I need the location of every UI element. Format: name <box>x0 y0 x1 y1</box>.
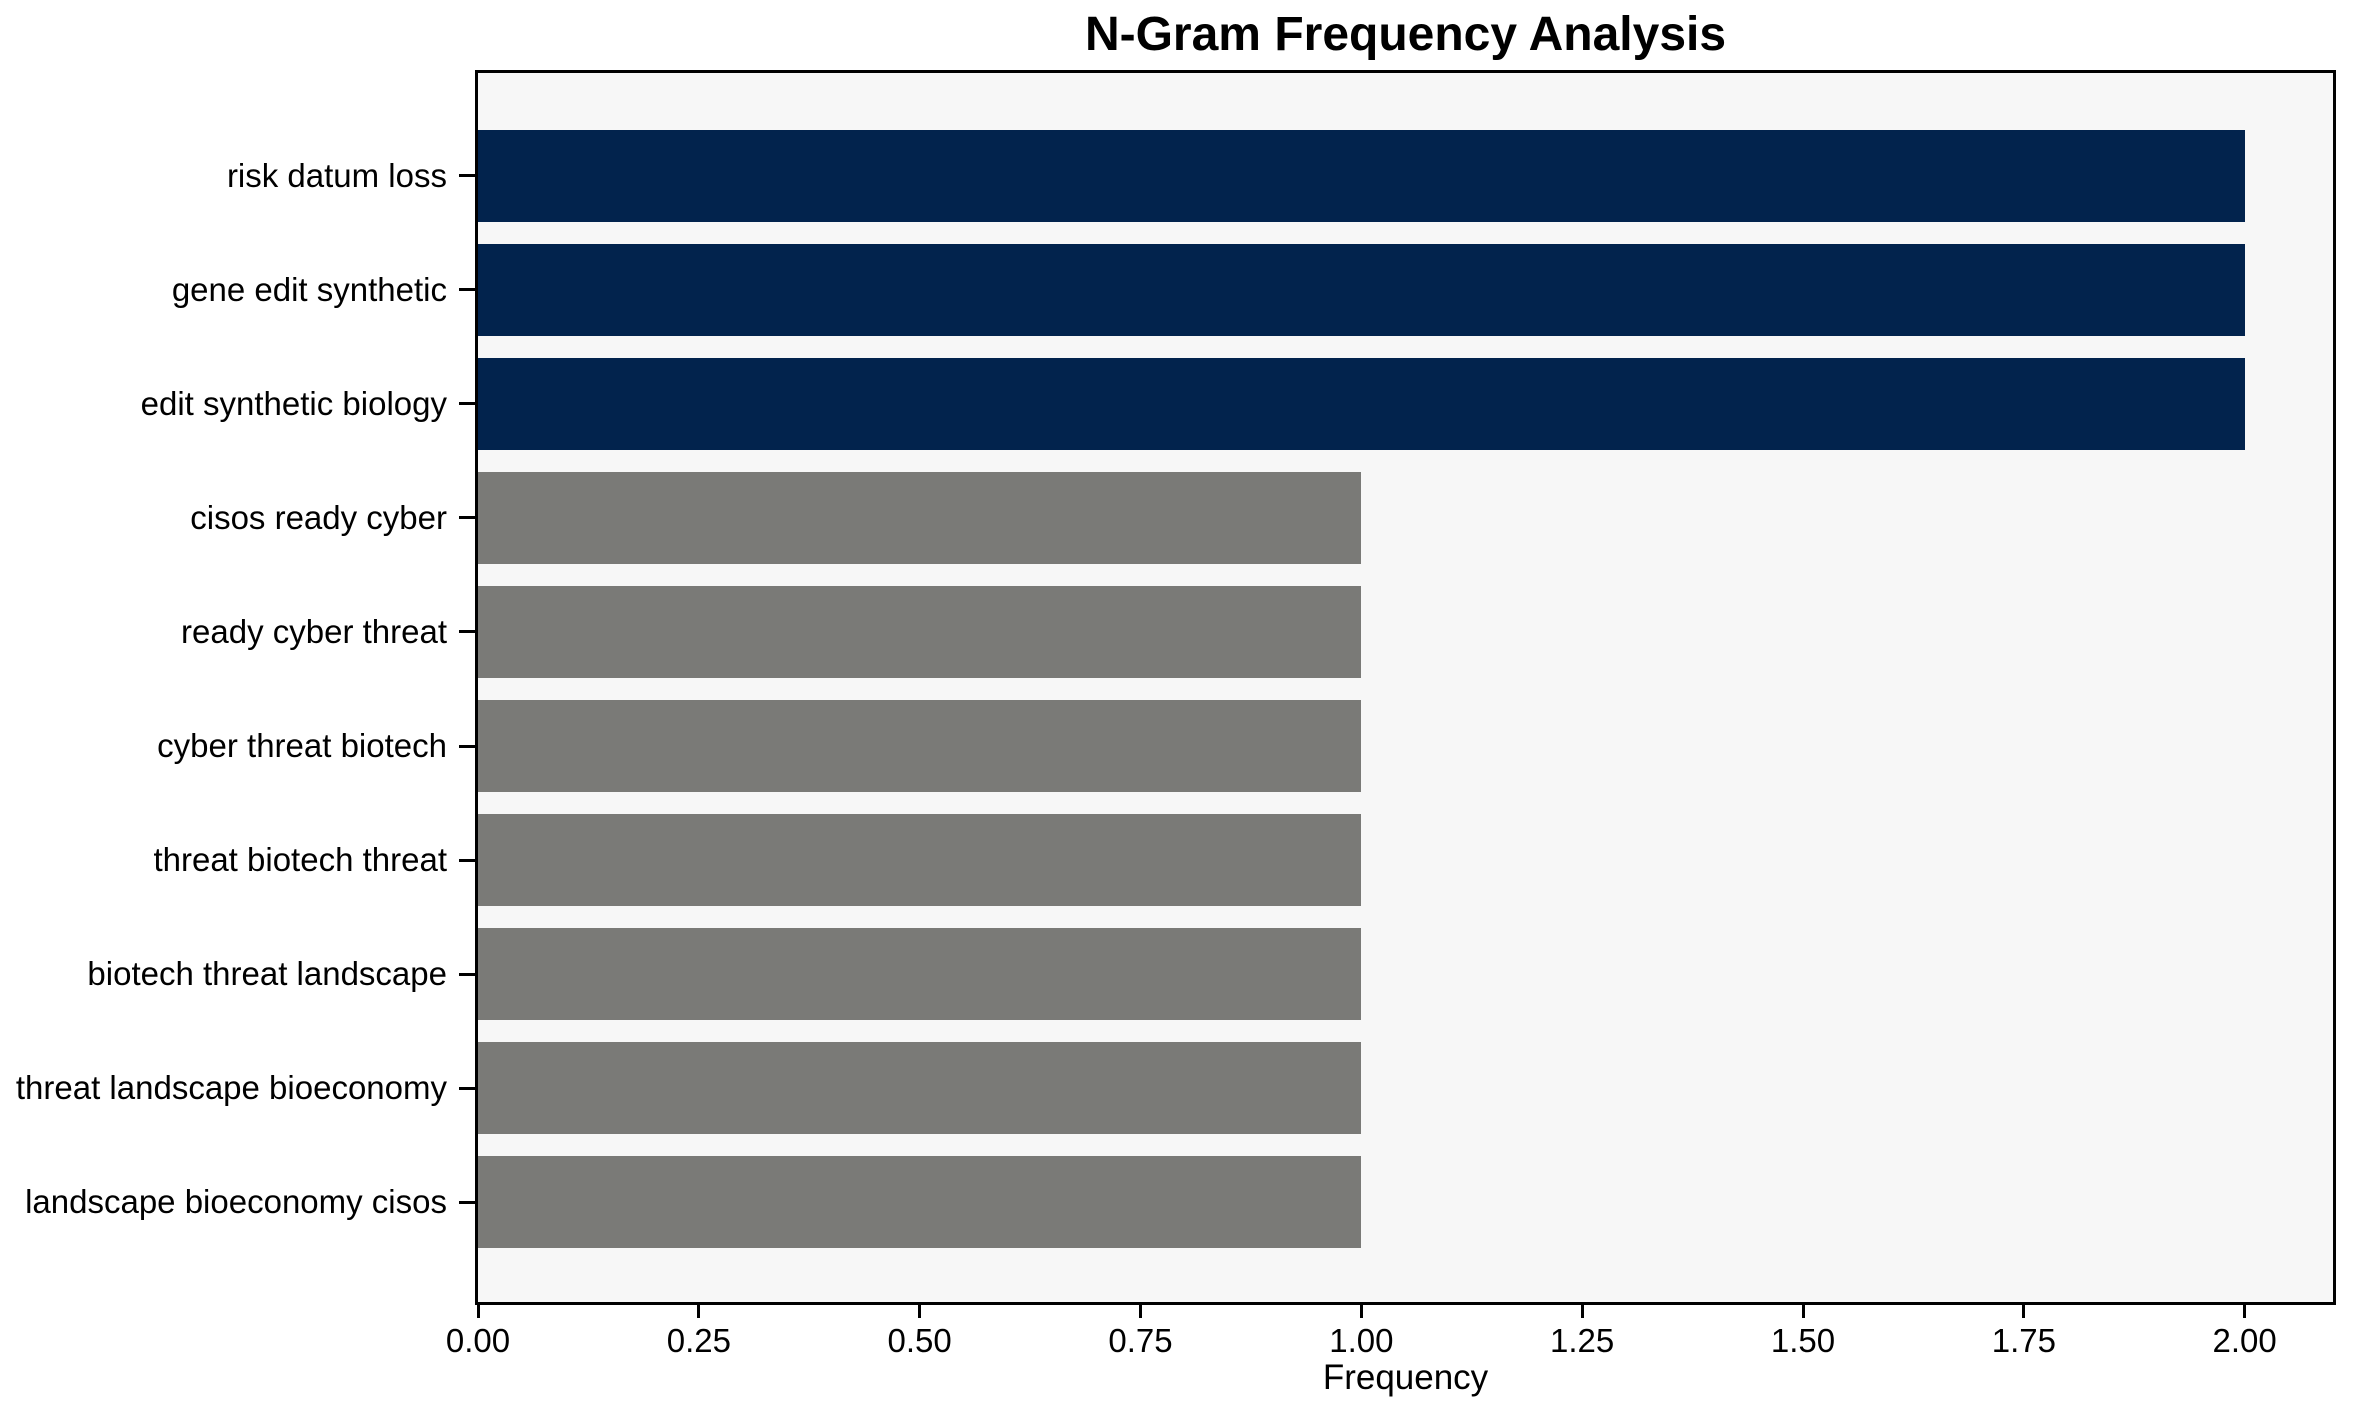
y-tick-mark <box>459 402 475 406</box>
y-tick-mark <box>459 516 475 520</box>
x-tick-label: 0.75 <box>1108 1322 1173 1359</box>
bar <box>478 814 1362 907</box>
y-tick-label: cisos ready cyber <box>190 498 447 536</box>
x-tick-label: 1.25 <box>1550 1322 1615 1359</box>
bar <box>478 129 2245 222</box>
y-tick-label: risk datum loss <box>226 156 447 194</box>
y-tick-label: biotech threat landscape <box>87 955 447 993</box>
x-tick-mark <box>1801 1305 1805 1318</box>
bar <box>478 357 2245 450</box>
chart-title: N-Gram Frequency Analysis <box>1084 8 1727 61</box>
y-tick-label: gene edit synthetic <box>171 270 447 308</box>
y-tick-mark <box>459 630 475 634</box>
x-tick-mark <box>476 1305 480 1318</box>
y-tick-mark <box>459 858 475 862</box>
y-tick-mark <box>459 174 475 177</box>
x-tick-mark <box>2022 1305 2026 1318</box>
x-tick-label: 2.00 <box>2212 1322 2277 1359</box>
x-tick-label: 1.50 <box>1770 1322 1836 1359</box>
x-tick-label: 0.50 <box>887 1322 952 1359</box>
bar <box>478 585 1362 678</box>
y-tick-label: cyber threat biotech <box>157 727 447 764</box>
y-tick-label: threat biotech threat <box>153 841 447 879</box>
x-tick-mark <box>1359 1305 1363 1318</box>
bar <box>478 928 1362 1021</box>
bar <box>478 471 1362 564</box>
x-tick-mark <box>1580 1305 1584 1318</box>
y-tick-mark <box>459 1086 475 1090</box>
x-tick-mark <box>697 1305 701 1318</box>
y-tick-label: landscape bioeconomy cisos <box>25 1183 447 1221</box>
y-tick-mark <box>459 288 475 292</box>
x-tick-label: 0.00 <box>445 1322 511 1359</box>
x-tick-mark <box>918 1305 922 1318</box>
x-tick-label: 1.00 <box>1329 1322 1394 1359</box>
bar <box>478 1156 1362 1249</box>
bar <box>478 700 1362 792</box>
y-tick-mark <box>459 972 475 976</box>
x-axis-title: Frequency <box>1322 1358 1489 1397</box>
bar <box>478 243 2245 336</box>
y-tick-label: ready cyber threat <box>181 612 447 650</box>
plot-area <box>475 70 2336 1305</box>
x-tick-mark <box>2243 1305 2247 1318</box>
y-tick-mark <box>459 744 475 748</box>
bar <box>478 1042 1362 1135</box>
y-tick-label: threat landscape bioeconomy <box>15 1069 447 1107</box>
x-tick-mark <box>1139 1305 1142 1318</box>
y-tick-mark <box>459 1200 475 1204</box>
y-tick-label: edit synthetic biology <box>140 384 447 422</box>
x-tick-label: 0.25 <box>666 1322 731 1359</box>
x-tick-label: 1.75 <box>1991 1322 2056 1359</box>
